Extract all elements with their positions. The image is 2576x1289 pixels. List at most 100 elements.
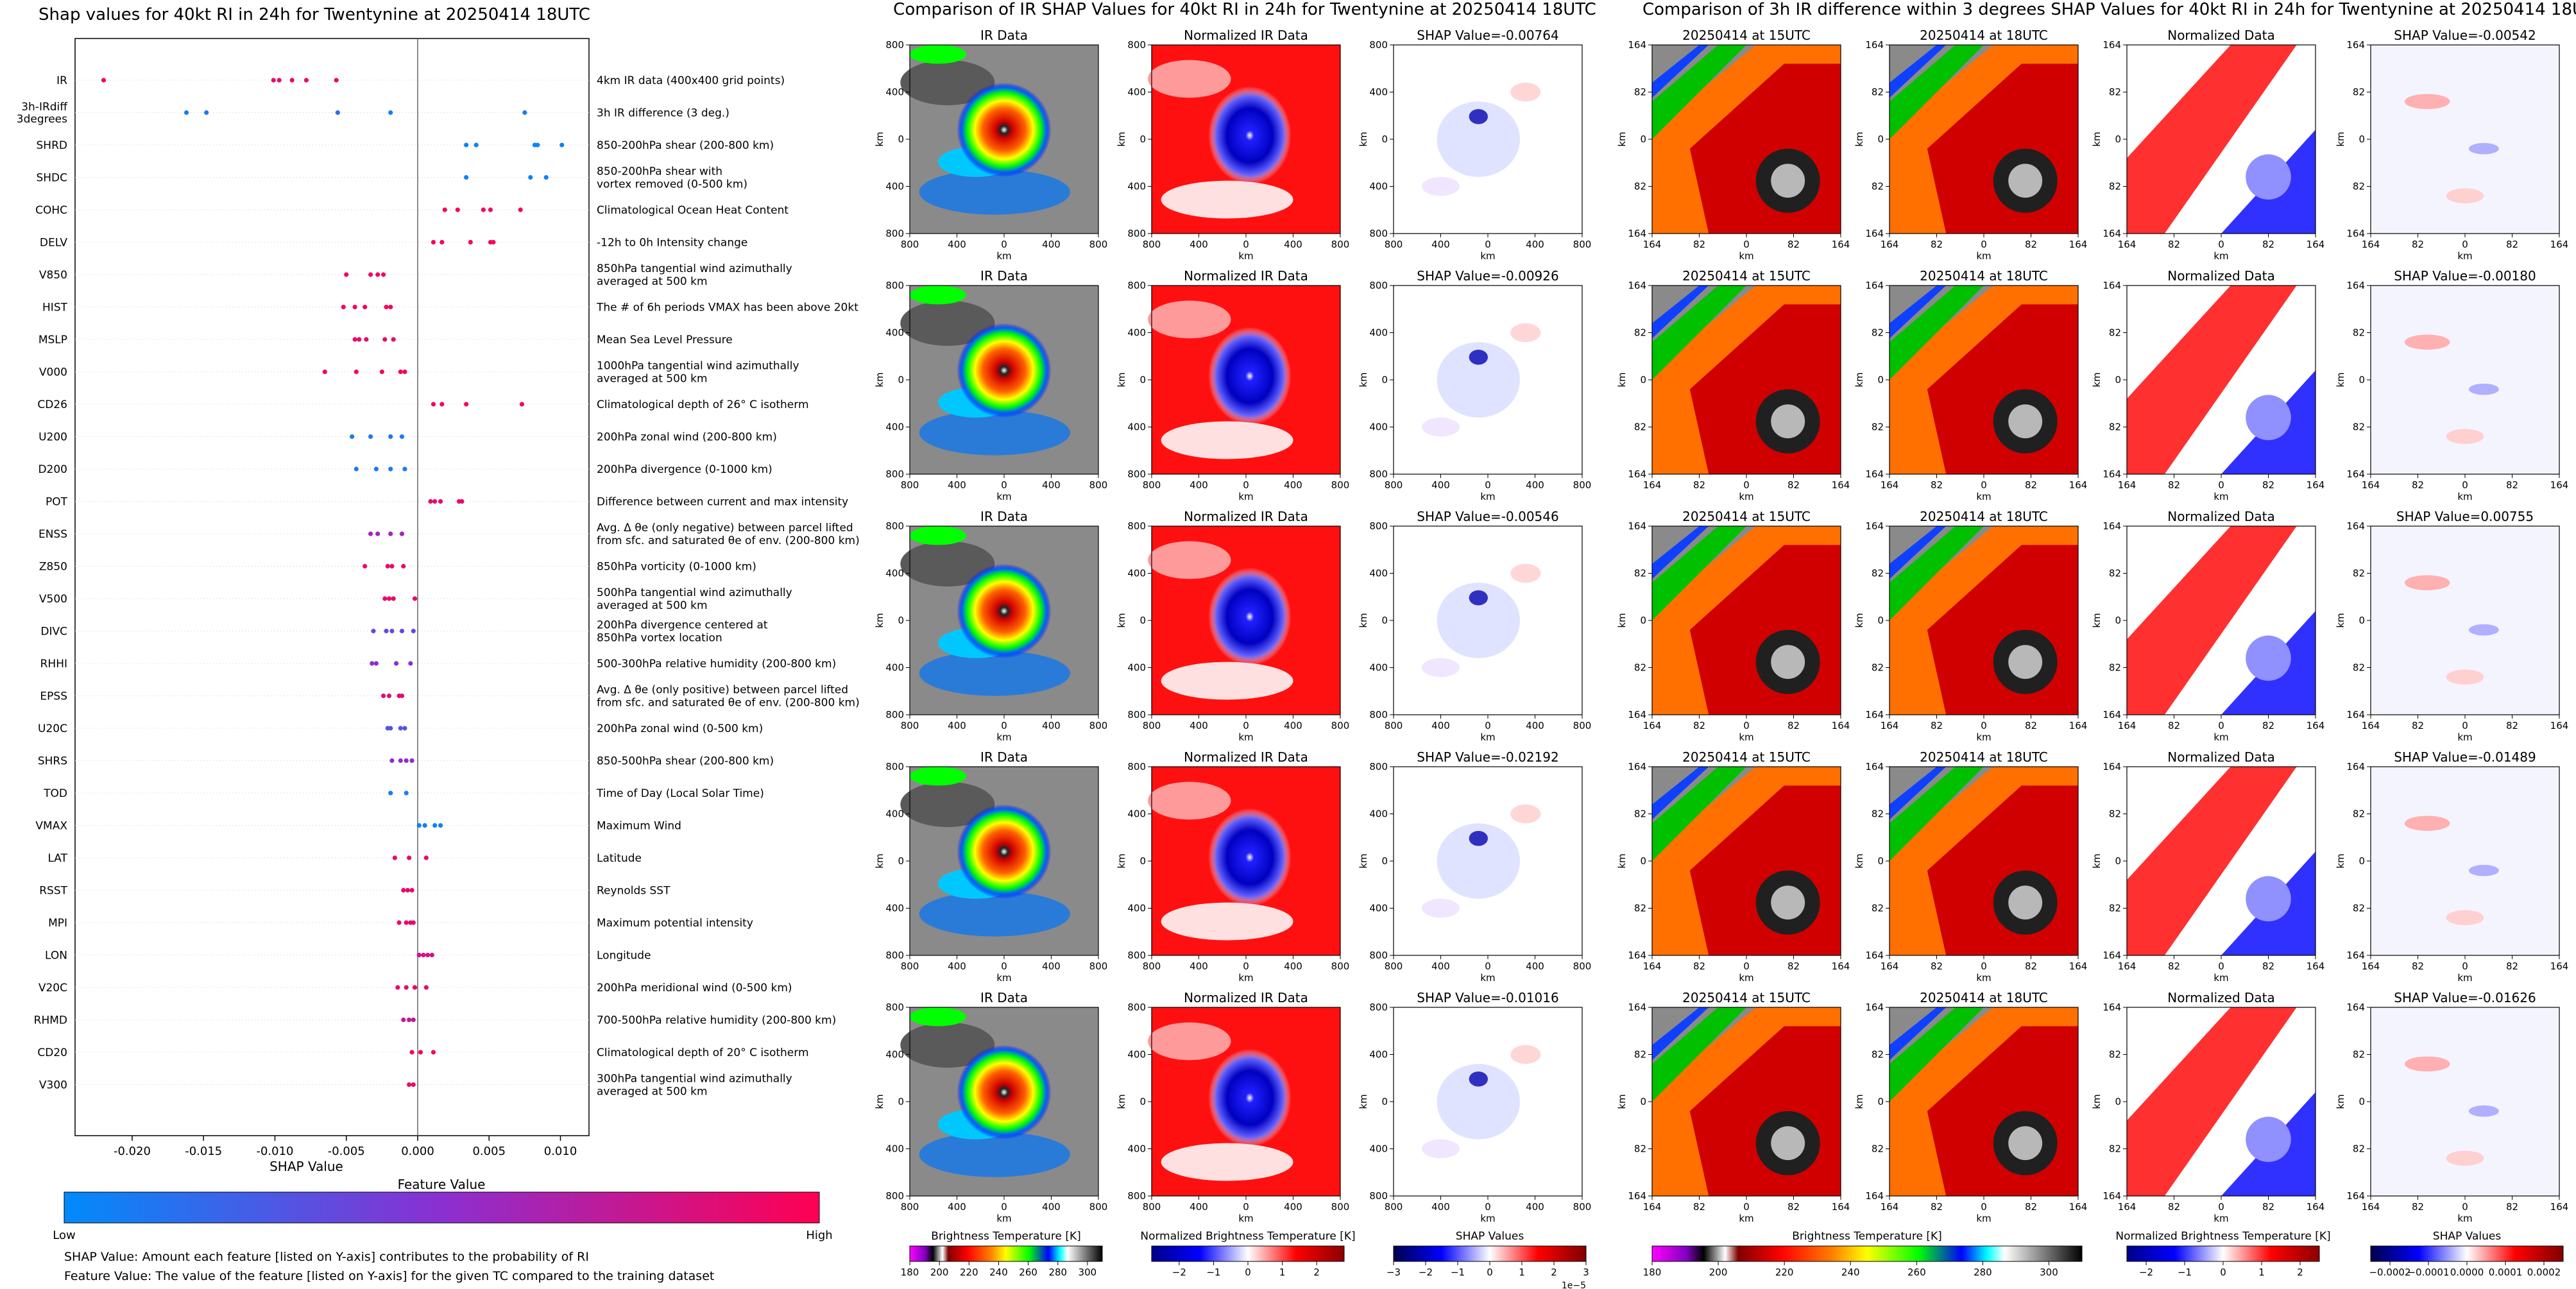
- x-axis-label: km: [2213, 1213, 2228, 1224]
- x-tick-label: 800: [1385, 1201, 1403, 1213]
- colorbar-bar: [1651, 1245, 2083, 1262]
- shap-point: [352, 304, 357, 310]
- y-tick-label: 800: [1127, 709, 1146, 721]
- y-tick-label: 400: [1369, 903, 1388, 914]
- norm-patch: [1148, 1022, 1231, 1061]
- feature-label: V850: [39, 269, 67, 282]
- x-tick-label: 0: [1485, 960, 1491, 972]
- x-axis-label: km: [1238, 731, 1253, 743]
- dnorm-band: [2127, 1007, 2297, 1196]
- y-tick-label: 164: [1628, 39, 1646, 51]
- colorbar-bar: [2126, 1245, 2320, 1262]
- y-tick-label: 800: [1369, 39, 1388, 51]
- y-axis-label: km: [1116, 372, 1127, 387]
- feature-label-line: CD20: [37, 1046, 67, 1059]
- y-tick-label: 164: [2346, 950, 2365, 961]
- x-tick-label: 800: [901, 1201, 919, 1213]
- subplot-title: 20250414 at 18UTC: [1920, 749, 2048, 765]
- y-tick-label: 164: [2346, 280, 2365, 291]
- x-tick-label: 800: [1089, 720, 1108, 731]
- feature-description-line: Maximum Wind: [597, 820, 681, 833]
- shap-patch: [1437, 101, 1520, 177]
- subplot-title: Normalized Data: [2167, 749, 2275, 765]
- y-axis-label: km: [874, 1094, 885, 1109]
- x-tick-label: 800: [901, 720, 919, 731]
- shap-point: [289, 78, 294, 83]
- y-tick-label: 82: [1634, 327, 1646, 339]
- subplot-title: SHAP Value=-0.00542: [2394, 28, 2536, 43]
- y-tick-label: 400: [1127, 903, 1146, 914]
- feature-label-line: D200: [38, 463, 67, 476]
- feature-description-line: 200hPa divergence centered at: [597, 619, 768, 632]
- shap-point: [388, 466, 393, 472]
- x-tick-label: 800: [1143, 720, 1161, 731]
- x-tick-label: -0.010: [256, 1145, 293, 1158]
- y-tick-label: 164: [1865, 228, 1884, 239]
- y-tick-label: 82: [2109, 87, 2121, 98]
- subplot-title: 20250414 at 18UTC: [1920, 990, 2048, 1005]
- x-tick-label: 400: [1284, 720, 1302, 731]
- y-tick-label: 82: [1872, 568, 1884, 579]
- shap-point: [322, 369, 327, 375]
- x-tick-label: 400: [948, 960, 966, 972]
- norm-patch: [1161, 902, 1293, 941]
- y-tick-label: 164: [2103, 39, 2121, 51]
- y-tick-label: 82: [2353, 327, 2365, 339]
- feature-label: 3h-IRdiff 3degrees: [17, 101, 69, 126]
- y-tick-label: 82: [1634, 87, 1646, 98]
- feature-label-line: V20C: [38, 982, 67, 994]
- feature-label: U200: [38, 431, 67, 444]
- subplot-title: Normalized IR Data: [1184, 509, 1308, 524]
- y-axis-label: km: [2335, 132, 2346, 146]
- shap-point: [409, 758, 414, 764]
- feature-description: 850hPa vorticity (0-1000 km): [597, 561, 756, 574]
- y-tick-label: 164: [2346, 228, 2365, 239]
- y-tick-label: 0: [1381, 1096, 1388, 1107]
- zoom-eye-center: [1771, 885, 1805, 920]
- y-tick-label: 164: [2346, 761, 2365, 773]
- feature-description: 850-200hPa shear with vortex removed (0-5…: [597, 166, 747, 191]
- y-tick-label: 164: [2103, 468, 2121, 480]
- x-tick-label: 800: [1573, 239, 1592, 250]
- subplot-title: Normalized Data: [2167, 509, 2275, 524]
- y-tick-label: 800: [885, 39, 904, 51]
- shap-point: [423, 985, 429, 990]
- x-tick-label: 82: [2025, 1201, 2037, 1213]
- feature-description: 500-300hPa relative humidity (200-800 km…: [597, 658, 836, 670]
- x-tick-label: 800: [1573, 479, 1592, 491]
- x-axis-label: km: [1976, 972, 1991, 984]
- colorbar-bar: [909, 1245, 1103, 1262]
- x-tick-label: 400: [1190, 479, 1208, 491]
- shap-point: [518, 207, 523, 212]
- feature-label: SHRS: [38, 755, 67, 768]
- x-tick-label: 164: [2550, 720, 2569, 731]
- x-tick-label: 164: [2118, 960, 2137, 972]
- x-tick-label: 164: [1643, 479, 1662, 491]
- shap-point: [271, 78, 276, 83]
- y-tick-label: 164: [2103, 950, 2121, 961]
- feature-label-line: LON: [45, 950, 67, 962]
- shap-point: [401, 887, 406, 893]
- x-axis-label: km: [2457, 250, 2472, 262]
- shap-point: [408, 661, 413, 666]
- x-tick-label: 82: [2506, 720, 2518, 731]
- feature-label-line: Z850: [39, 561, 67, 574]
- y-tick-label: 0: [2358, 855, 2365, 867]
- y-tick-label: 0: [1877, 374, 1884, 386]
- feature-description-line: 850hPa tangential wind azimuthally: [597, 262, 792, 275]
- feature-label-line: 3degrees: [17, 113, 67, 126]
- feature-description-line: 300hPa tangential wind azimuthally: [597, 1073, 792, 1086]
- y-axis-label: km: [2335, 613, 2346, 627]
- feature-label-line: POT: [46, 496, 68, 509]
- x-tick-label: 164: [1643, 239, 1662, 250]
- y-axis-label: km: [1616, 132, 1628, 146]
- y-tick-label: 800: [885, 228, 904, 239]
- colorbar-tick-label: −1: [1206, 1267, 1220, 1278]
- shap-point: [388, 531, 393, 536]
- shap-patch: [1437, 823, 1520, 899]
